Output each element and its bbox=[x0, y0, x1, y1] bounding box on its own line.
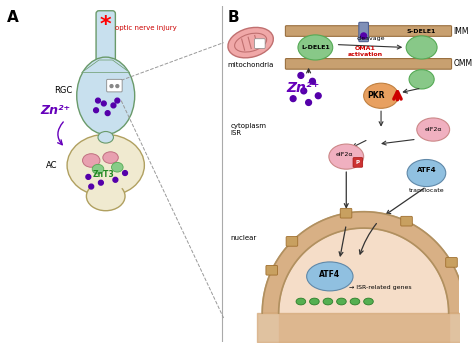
Ellipse shape bbox=[364, 83, 399, 108]
Circle shape bbox=[101, 101, 106, 106]
Text: Zn²⁺: Zn²⁺ bbox=[286, 81, 320, 95]
Text: ATF4: ATF4 bbox=[417, 167, 436, 173]
Text: nuclear: nuclear bbox=[230, 235, 256, 241]
Text: ATF4: ATF4 bbox=[319, 270, 340, 279]
Text: Zn²⁺: Zn²⁺ bbox=[40, 104, 71, 117]
Ellipse shape bbox=[350, 298, 360, 305]
Circle shape bbox=[110, 85, 113, 88]
Circle shape bbox=[96, 98, 100, 103]
Text: IMM: IMM bbox=[454, 26, 469, 35]
Ellipse shape bbox=[307, 262, 353, 291]
Ellipse shape bbox=[406, 36, 437, 59]
Text: OMA1
activation: OMA1 activation bbox=[348, 47, 383, 57]
Text: L-DELE1: L-DELE1 bbox=[301, 45, 330, 50]
Ellipse shape bbox=[103, 152, 118, 163]
Ellipse shape bbox=[92, 164, 104, 174]
Text: *: * bbox=[100, 15, 111, 35]
Circle shape bbox=[315, 93, 321, 98]
Ellipse shape bbox=[409, 70, 434, 89]
Ellipse shape bbox=[337, 298, 346, 305]
Text: RGC: RGC bbox=[54, 86, 72, 95]
Ellipse shape bbox=[417, 118, 450, 141]
Circle shape bbox=[123, 171, 128, 175]
Ellipse shape bbox=[111, 163, 123, 172]
FancyBboxPatch shape bbox=[446, 258, 457, 267]
Text: B: B bbox=[228, 10, 239, 25]
Text: AC: AC bbox=[46, 161, 57, 170]
Text: ZnT3: ZnT3 bbox=[93, 171, 115, 180]
Text: mitochondria: mitochondria bbox=[228, 62, 274, 68]
Text: PKR: PKR bbox=[367, 91, 385, 100]
Circle shape bbox=[361, 33, 366, 39]
Ellipse shape bbox=[364, 298, 374, 305]
FancyBboxPatch shape bbox=[401, 216, 412, 226]
Circle shape bbox=[111, 103, 116, 108]
Ellipse shape bbox=[82, 154, 100, 167]
Polygon shape bbox=[262, 212, 465, 313]
Text: A: A bbox=[7, 10, 19, 25]
Text: cytoplasm
ISR: cytoplasm ISR bbox=[230, 123, 266, 136]
Text: OMM: OMM bbox=[454, 60, 473, 68]
Ellipse shape bbox=[98, 132, 113, 143]
Circle shape bbox=[99, 180, 103, 185]
Polygon shape bbox=[279, 228, 449, 313]
Ellipse shape bbox=[407, 159, 446, 187]
Circle shape bbox=[105, 111, 110, 116]
Ellipse shape bbox=[323, 298, 333, 305]
Text: translocate: translocate bbox=[409, 188, 444, 193]
Circle shape bbox=[310, 78, 315, 84]
Circle shape bbox=[86, 174, 91, 179]
Ellipse shape bbox=[310, 298, 319, 305]
Polygon shape bbox=[82, 60, 130, 73]
Circle shape bbox=[94, 108, 99, 113]
Text: P: P bbox=[356, 160, 360, 165]
Text: cleavage: cleavage bbox=[356, 36, 385, 41]
FancyBboxPatch shape bbox=[359, 22, 368, 42]
Ellipse shape bbox=[296, 298, 306, 305]
FancyBboxPatch shape bbox=[340, 208, 352, 218]
Circle shape bbox=[116, 85, 119, 88]
FancyBboxPatch shape bbox=[266, 266, 277, 275]
FancyBboxPatch shape bbox=[353, 158, 363, 167]
Circle shape bbox=[113, 177, 118, 182]
Circle shape bbox=[115, 98, 120, 103]
FancyBboxPatch shape bbox=[255, 39, 265, 48]
FancyBboxPatch shape bbox=[96, 11, 115, 65]
Text: S-DELE1: S-DELE1 bbox=[407, 29, 436, 34]
Text: → ISR-related genes: → ISR-related genes bbox=[349, 285, 412, 290]
Ellipse shape bbox=[67, 134, 145, 196]
FancyBboxPatch shape bbox=[285, 58, 452, 69]
Circle shape bbox=[89, 184, 94, 189]
Text: eIF2α: eIF2α bbox=[424, 127, 442, 132]
FancyBboxPatch shape bbox=[286, 237, 298, 246]
FancyBboxPatch shape bbox=[285, 26, 452, 36]
FancyBboxPatch shape bbox=[107, 79, 122, 92]
Circle shape bbox=[301, 88, 307, 94]
Ellipse shape bbox=[86, 182, 125, 211]
Circle shape bbox=[290, 96, 296, 102]
Ellipse shape bbox=[84, 169, 127, 192]
Ellipse shape bbox=[77, 57, 135, 134]
Circle shape bbox=[306, 100, 311, 105]
Circle shape bbox=[298, 73, 304, 78]
Ellipse shape bbox=[228, 27, 273, 58]
Ellipse shape bbox=[329, 144, 364, 169]
Ellipse shape bbox=[298, 35, 333, 60]
Text: eIF2α: eIF2α bbox=[336, 152, 353, 157]
Text: optic nerve injury: optic nerve injury bbox=[115, 25, 177, 31]
